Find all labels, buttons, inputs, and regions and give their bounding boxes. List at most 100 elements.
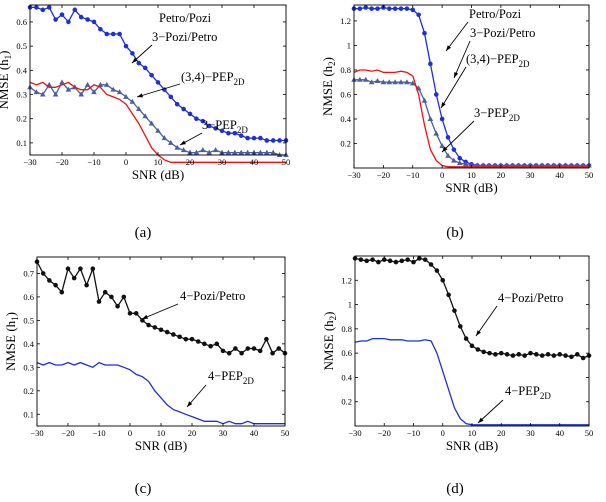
x-tick-label: 50: [281, 428, 290, 438]
data-point: [47, 278, 52, 283]
data-point: [208, 343, 213, 349]
data-point: [398, 79, 404, 85]
y-tick-label: 0.1: [23, 409, 34, 419]
annotation-arrow: [141, 303, 179, 320]
panel-caption: (d): [446, 481, 464, 497]
data-point: [117, 31, 122, 37]
data-point: [84, 81, 91, 87]
series-line-red: [353, 69, 589, 168]
data-point: [226, 130, 231, 136]
data-point: [98, 26, 103, 32]
x-tick-label: −20: [378, 428, 391, 438]
data-point: [174, 101, 180, 107]
data-point: [410, 7, 416, 13]
data-point: [194, 116, 199, 122]
data-point: [177, 334, 182, 340]
data-point: [370, 257, 375, 262]
arrow-head: [454, 72, 459, 78]
y-tick-label: 0.2: [340, 138, 351, 148]
data-point: [200, 118, 206, 124]
data-point: [238, 149, 244, 155]
x-tick-label: 0: [124, 157, 128, 167]
data-point: [434, 268, 440, 273]
y-tick-label: 0.8: [341, 324, 352, 334]
data-point: [97, 81, 104, 87]
data-point: [469, 343, 475, 349]
data-point: [140, 318, 145, 323]
data-point: [439, 116, 445, 122]
series-annotation: 3−PEP2D: [474, 106, 520, 123]
x-tick-label: 50: [282, 157, 291, 167]
arrow-head: [446, 45, 452, 51]
data-point: [59, 79, 65, 85]
data-point: [493, 352, 498, 357]
data-point: [180, 147, 187, 153]
data-point: [152, 325, 158, 330]
data-point: [446, 292, 451, 298]
x-tick-label: −30: [347, 170, 360, 180]
data-point: [53, 282, 58, 288]
data-point: [422, 30, 427, 36]
data-point: [245, 346, 251, 351]
data-point: [463, 336, 469, 341]
data-point: [457, 155, 463, 161]
x-axis-label: SNR (dB): [445, 180, 497, 195]
data-point: [528, 350, 533, 356]
data-point: [225, 149, 232, 155]
y-tick-label: 0.4: [16, 65, 27, 75]
data-point: [522, 353, 527, 358]
data-point: [534, 352, 539, 357]
data-point: [232, 149, 238, 155]
data-point: [187, 111, 193, 117]
data-point: [251, 346, 257, 351]
data-point: [245, 135, 250, 141]
data-point: [40, 91, 46, 97]
annotation-arrow: [440, 66, 467, 109]
data-point: [33, 89, 40, 95]
data-point: [146, 322, 151, 328]
data-point: [116, 89, 123, 95]
data-point: [71, 275, 77, 281]
x-tick-label: 20: [497, 428, 506, 438]
data-point: [102, 289, 108, 295]
plot-frame: [354, 255, 590, 427]
y-axis-label: NMSE (h2): [321, 311, 338, 370]
data-point: [439, 142, 445, 148]
data-point: [72, 7, 78, 13]
data-point: [66, 19, 71, 25]
data-point: [174, 144, 180, 150]
y-tick-label: 0.2: [16, 114, 27, 124]
data-point: [123, 43, 129, 49]
data-point: [115, 303, 120, 309]
x-tick-label: 30: [526, 170, 535, 180]
data-point: [161, 135, 168, 141]
series-annotation: Petro/Pozi: [159, 11, 212, 25]
panel-caption: (c): [135, 481, 152, 497]
data-point: [398, 6, 404, 11]
y-tick-label: 0.6: [340, 89, 351, 99]
y-tick-label: 0.2: [23, 386, 34, 396]
data-point: [121, 294, 127, 300]
data-point: [277, 138, 282, 143]
data-point: [456, 160, 463, 166]
x-tick-label: 30: [218, 157, 227, 167]
annotation-arrow: [441, 120, 475, 153]
x-tick-label: 20: [497, 170, 506, 180]
data-point: [59, 289, 65, 295]
data-point: [238, 133, 244, 138]
series-annotation: (3,4)−PEP2D: [466, 52, 530, 69]
data-point: [91, 89, 97, 95]
series-annotation: Petro/Pozi: [469, 7, 522, 21]
data-point: [411, 259, 416, 265]
data-point: [213, 126, 218, 131]
arrow-head: [441, 102, 446, 108]
annotation-arrow: [475, 305, 498, 337]
data-point: [433, 92, 439, 97]
data-point: [40, 7, 46, 13]
data-point: [96, 299, 102, 304]
data-point: [433, 130, 440, 136]
series-line-black: [36, 261, 286, 355]
y-tick-label: 0.6: [341, 348, 352, 358]
data-point: [399, 258, 405, 264]
